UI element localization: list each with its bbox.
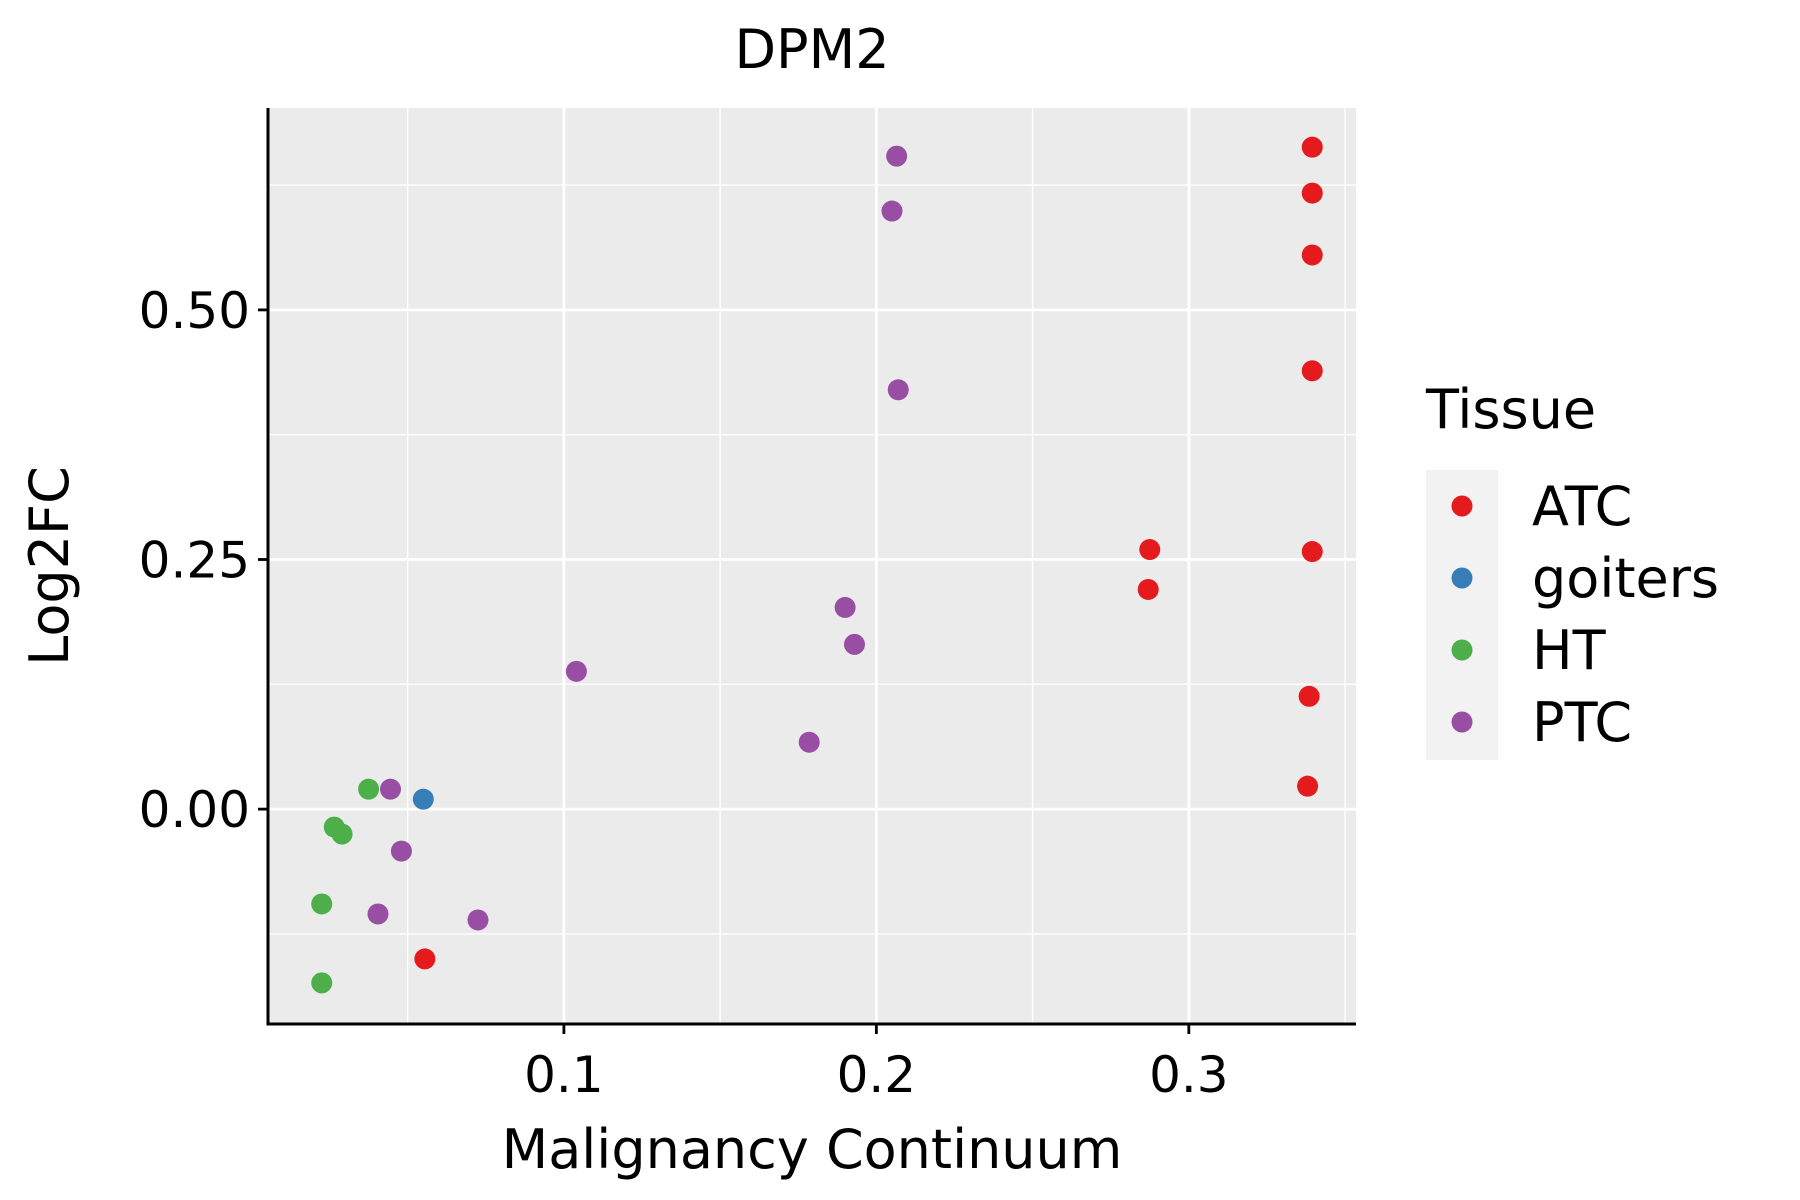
y-tick-label: 0.25 — [139, 532, 250, 590]
point-atc — [1139, 539, 1161, 561]
point-ht — [358, 778, 380, 800]
point-atc — [414, 948, 436, 970]
y-tick-label: 0.00 — [139, 781, 250, 839]
legend-key-ptc — [1451, 711, 1473, 733]
point-atc — [1301, 182, 1323, 204]
data-points — [311, 136, 1323, 994]
x-axis-ticks: 0.1 0.2 0.3 — [524, 1024, 1229, 1104]
minor-gridlines — [268, 108, 1356, 1024]
point-ptc — [887, 379, 909, 401]
point-atc — [1297, 775, 1319, 797]
legend-key-atc — [1451, 495, 1473, 517]
major-gridlines — [268, 108, 1356, 1024]
point-ptc — [834, 596, 856, 618]
point-ptc — [390, 840, 412, 862]
legend-label: goiters — [1532, 547, 1719, 610]
legend-title: Tissue — [1425, 378, 1596, 441]
legend: Tissue ATC goiters HT PTC — [1425, 378, 1719, 760]
x-tick-label: 0.2 — [837, 1046, 917, 1104]
point-atc — [1298, 685, 1320, 707]
point-ptc — [379, 778, 401, 800]
point-ptc — [467, 909, 489, 931]
legend-key-ht — [1451, 639, 1473, 661]
legend-label: ATC — [1532, 475, 1632, 538]
point-atc — [1301, 541, 1323, 563]
point-ht — [311, 893, 333, 915]
point-ptc — [565, 660, 587, 682]
point-ptc — [886, 145, 908, 167]
point-ptc — [881, 200, 903, 222]
x-tick-label: 0.3 — [1149, 1046, 1229, 1104]
x-axis-title: Malignancy Continuum — [502, 1118, 1123, 1181]
point-ht — [311, 972, 333, 994]
point-ptc — [367, 903, 389, 925]
y-axis-title: Log2FC — [18, 466, 81, 666]
chart-title: DPM2 — [734, 18, 889, 81]
y-axis-ticks: 0.00 0.25 0.50 — [139, 282, 268, 839]
point-atc — [1137, 578, 1159, 600]
point-ht — [331, 823, 353, 845]
point-atc — [1301, 244, 1323, 266]
legend-key-goiters — [1451, 567, 1473, 589]
legend-entries: ATC goiters HT PTC — [1451, 475, 1719, 754]
x-tick-label: 0.1 — [524, 1046, 604, 1104]
point-ptc — [798, 731, 820, 753]
legend-label: PTC — [1532, 691, 1632, 754]
point-goiters — [412, 788, 434, 810]
point-ptc — [843, 633, 865, 655]
point-atc — [1301, 360, 1323, 382]
point-atc — [1301, 136, 1323, 158]
plot-panel — [268, 108, 1356, 1024]
legend-label: HT — [1532, 619, 1607, 682]
y-tick-label: 0.50 — [139, 282, 250, 340]
